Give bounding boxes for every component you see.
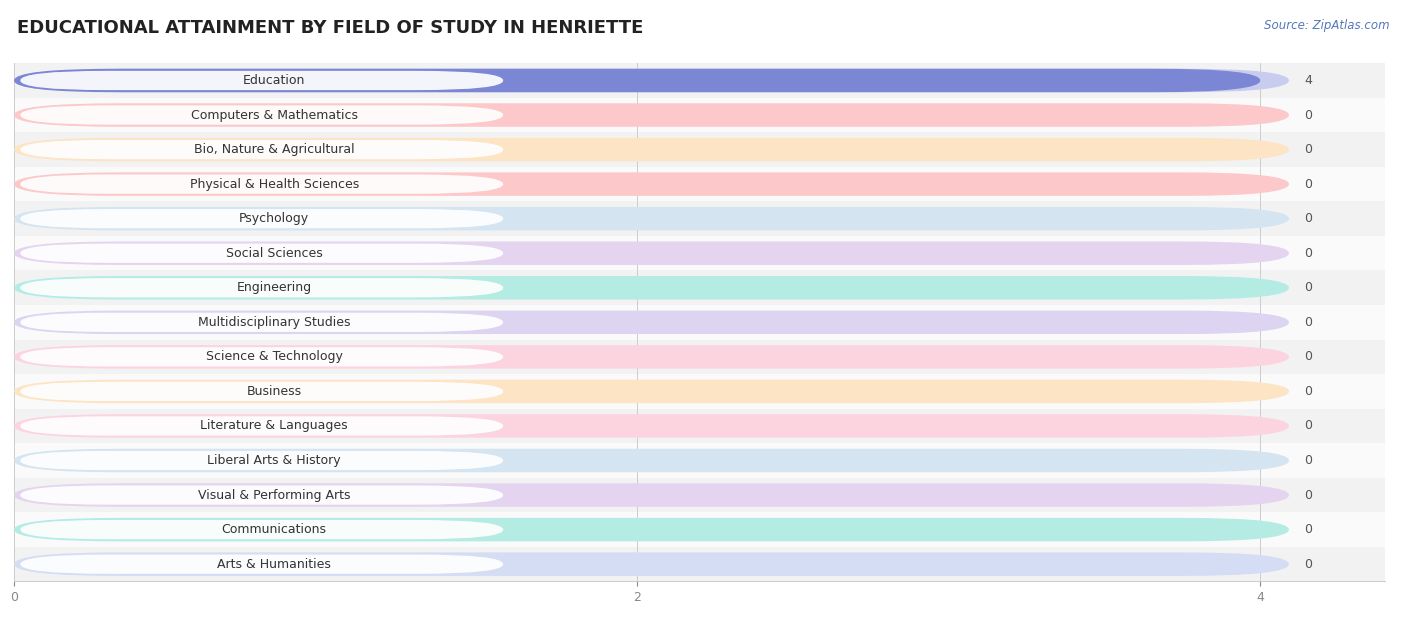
FancyBboxPatch shape <box>20 347 503 367</box>
Text: 0: 0 <box>1305 557 1313 571</box>
Bar <box>14 443 1385 478</box>
FancyBboxPatch shape <box>20 106 503 125</box>
Text: 0: 0 <box>1305 109 1313 121</box>
Text: 4: 4 <box>1305 74 1312 87</box>
FancyBboxPatch shape <box>20 554 503 574</box>
FancyBboxPatch shape <box>14 173 1289 196</box>
FancyBboxPatch shape <box>20 382 503 401</box>
Text: 0: 0 <box>1305 489 1313 502</box>
Text: 0: 0 <box>1305 420 1313 432</box>
Bar <box>14 63 1385 98</box>
Text: Arts & Humanities: Arts & Humanities <box>218 557 332 571</box>
FancyBboxPatch shape <box>14 552 1289 576</box>
Bar <box>14 339 1385 374</box>
Text: 0: 0 <box>1305 350 1313 363</box>
FancyBboxPatch shape <box>14 207 1289 231</box>
Text: 0: 0 <box>1305 316 1313 329</box>
FancyBboxPatch shape <box>20 209 503 228</box>
Bar <box>14 98 1385 132</box>
Text: 0: 0 <box>1305 246 1313 260</box>
FancyBboxPatch shape <box>14 241 1289 265</box>
Text: Liberal Arts & History: Liberal Arts & History <box>208 454 342 467</box>
FancyBboxPatch shape <box>14 310 1289 334</box>
Bar <box>14 270 1385 305</box>
FancyBboxPatch shape <box>14 449 1289 472</box>
FancyBboxPatch shape <box>20 451 503 470</box>
Text: Business: Business <box>246 385 302 398</box>
FancyBboxPatch shape <box>14 483 1289 507</box>
FancyBboxPatch shape <box>14 69 1289 92</box>
FancyBboxPatch shape <box>14 380 1289 403</box>
FancyBboxPatch shape <box>14 345 1289 368</box>
FancyBboxPatch shape <box>20 140 503 159</box>
Text: 0: 0 <box>1305 523 1313 536</box>
Text: Bio, Nature & Agricultural: Bio, Nature & Agricultural <box>194 143 354 156</box>
Text: Visual & Performing Arts: Visual & Performing Arts <box>198 489 350 502</box>
Text: Multidisciplinary Studies: Multidisciplinary Studies <box>198 316 350 329</box>
Bar <box>14 167 1385 202</box>
Text: Literature & Languages: Literature & Languages <box>201 420 349 432</box>
Text: 0: 0 <box>1305 178 1313 191</box>
Bar <box>14 132 1385 167</box>
Bar <box>14 236 1385 270</box>
FancyBboxPatch shape <box>20 416 503 435</box>
Bar <box>14 513 1385 547</box>
Bar <box>14 374 1385 409</box>
Text: Physical & Health Sciences: Physical & Health Sciences <box>190 178 359 191</box>
Bar <box>14 478 1385 513</box>
Text: 0: 0 <box>1305 143 1313 156</box>
FancyBboxPatch shape <box>20 313 503 332</box>
FancyBboxPatch shape <box>20 243 503 263</box>
Text: Science & Technology: Science & Technology <box>205 350 343 363</box>
Text: EDUCATIONAL ATTAINMENT BY FIELD OF STUDY IN HENRIETTE: EDUCATIONAL ATTAINMENT BY FIELD OF STUDY… <box>17 19 644 37</box>
FancyBboxPatch shape <box>20 174 503 194</box>
Text: Social Sciences: Social Sciences <box>226 246 322 260</box>
Text: Engineering: Engineering <box>236 281 312 295</box>
FancyBboxPatch shape <box>20 71 503 90</box>
FancyBboxPatch shape <box>20 485 503 505</box>
FancyBboxPatch shape <box>14 138 1289 161</box>
Text: 0: 0 <box>1305 454 1313 467</box>
Bar <box>14 547 1385 581</box>
FancyBboxPatch shape <box>20 278 503 298</box>
Text: 0: 0 <box>1305 385 1313 398</box>
Text: Psychology: Psychology <box>239 212 309 225</box>
Bar <box>14 202 1385 236</box>
FancyBboxPatch shape <box>14 414 1289 438</box>
Text: Communications: Communications <box>222 523 326 536</box>
Text: Education: Education <box>243 74 305 87</box>
Bar <box>14 409 1385 443</box>
FancyBboxPatch shape <box>14 276 1289 300</box>
Text: Source: ZipAtlas.com: Source: ZipAtlas.com <box>1264 19 1389 32</box>
Bar <box>14 305 1385 339</box>
FancyBboxPatch shape <box>14 69 1260 92</box>
FancyBboxPatch shape <box>14 518 1289 542</box>
FancyBboxPatch shape <box>20 520 503 539</box>
Text: 0: 0 <box>1305 212 1313 225</box>
Text: Computers & Mathematics: Computers & Mathematics <box>191 109 357 121</box>
Text: 0: 0 <box>1305 281 1313 295</box>
FancyBboxPatch shape <box>14 103 1289 127</box>
